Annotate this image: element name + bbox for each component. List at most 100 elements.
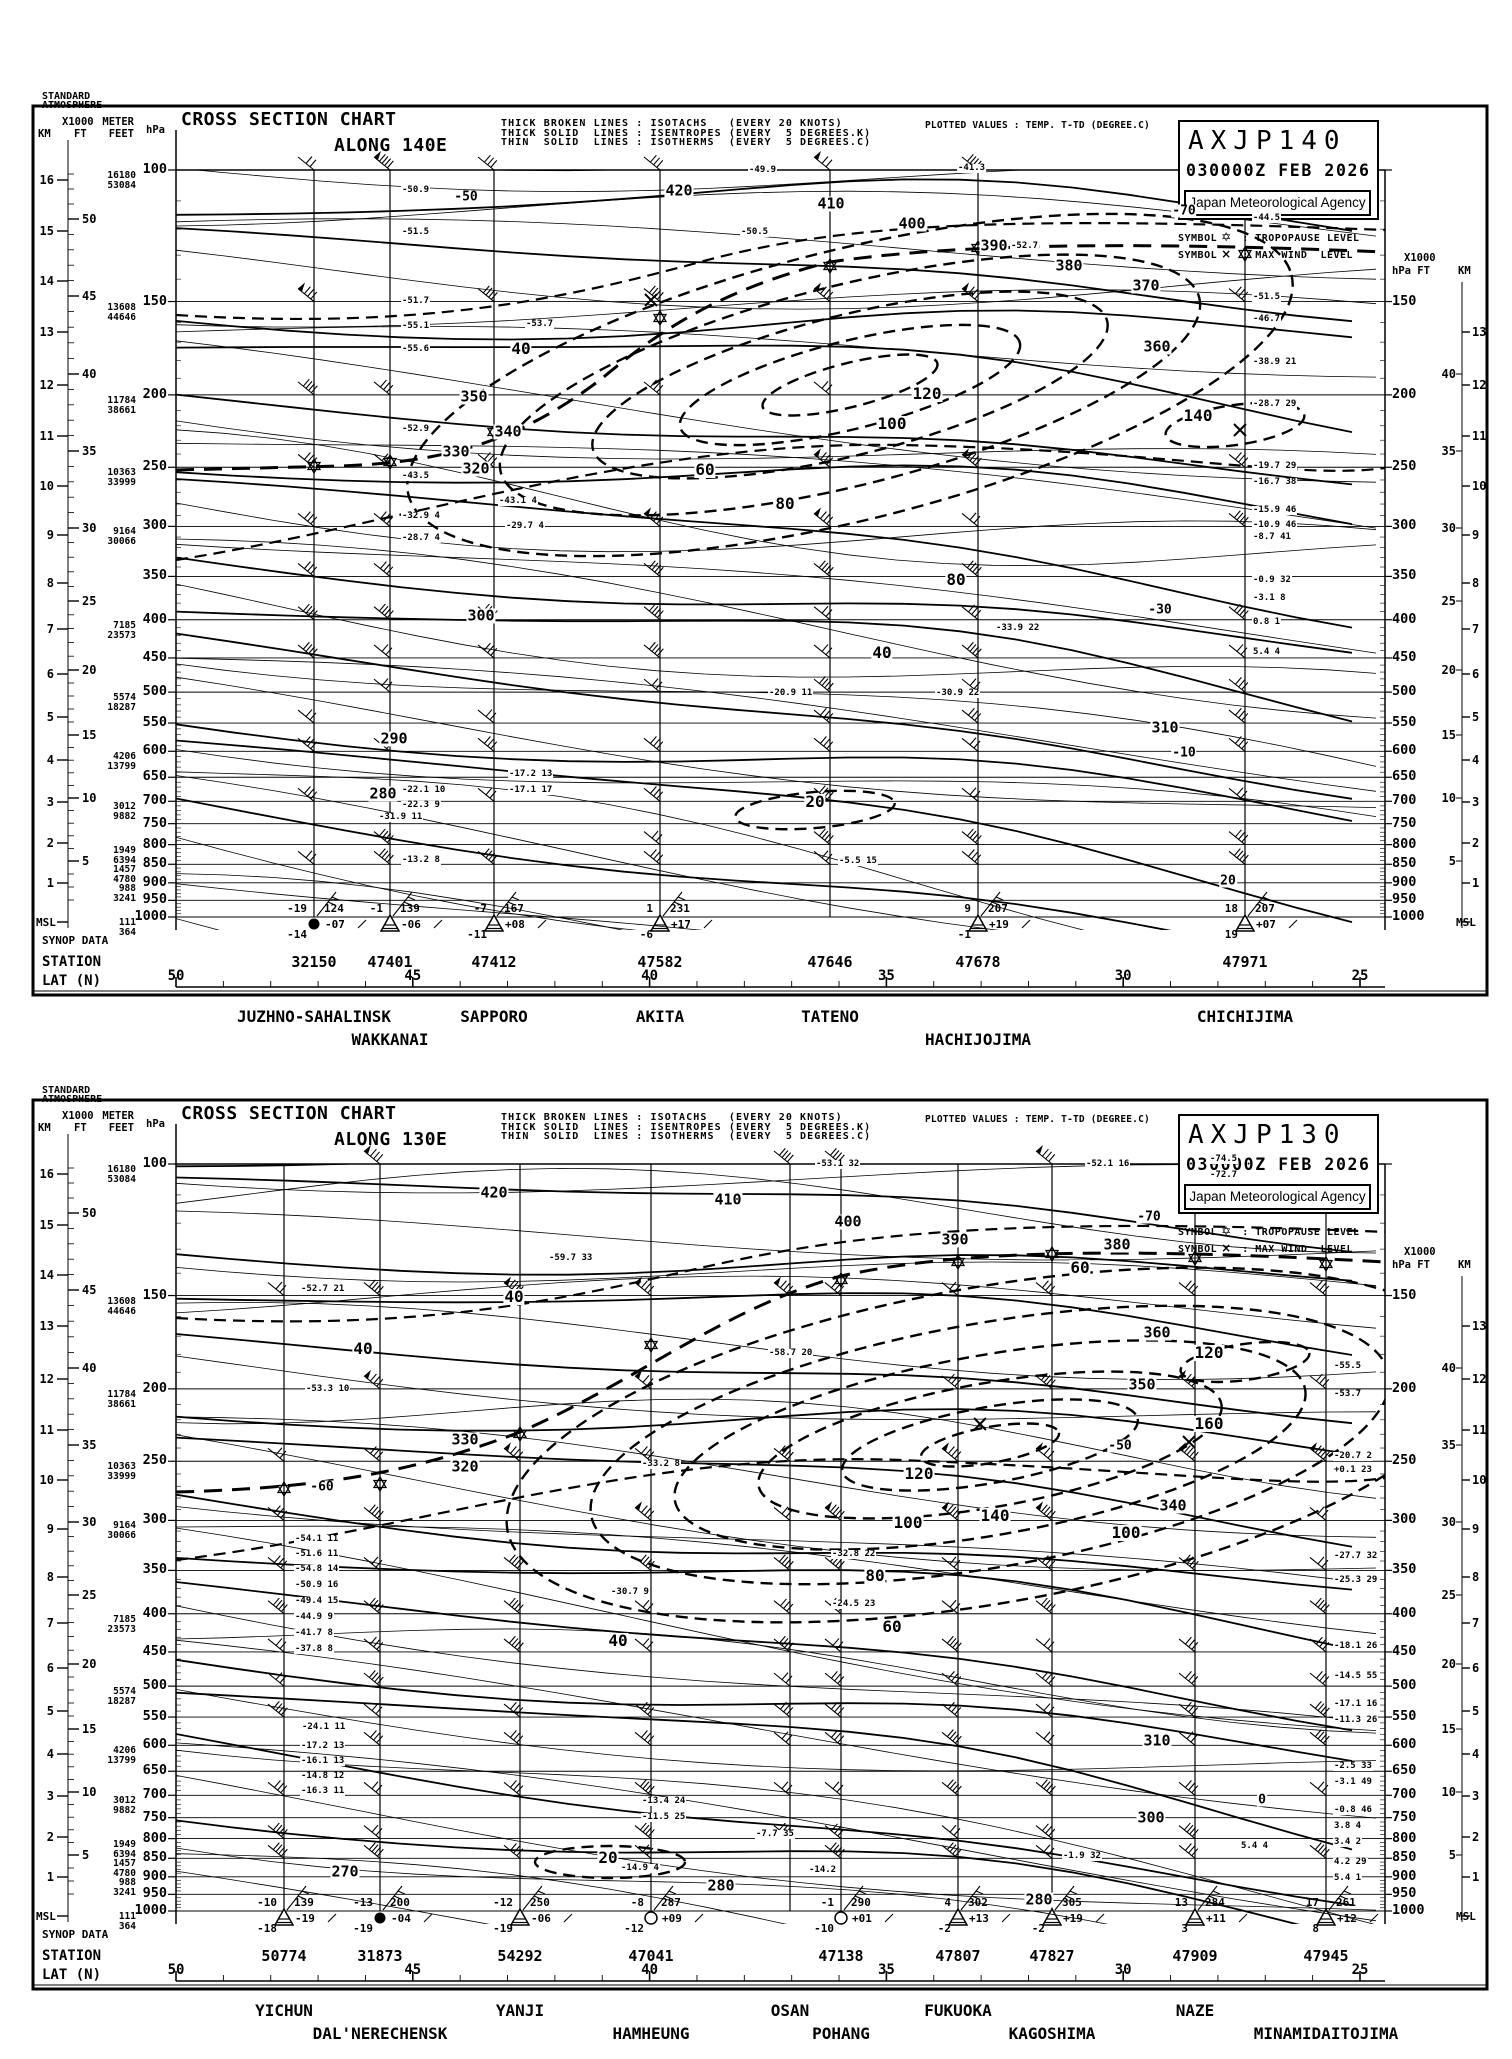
km-tick-label-right: 9 xyxy=(1472,1522,1480,1536)
synop-pressure: 167 xyxy=(504,902,524,915)
plotted-temp-value: -27.7 32 xyxy=(1333,1551,1379,1561)
max-wind-cross-icon xyxy=(644,293,658,307)
station-number: 47401 xyxy=(367,953,413,971)
synop-temp: -1 xyxy=(369,902,383,915)
axis-header-km: KM xyxy=(38,1122,51,1134)
station-number: 47945 xyxy=(1303,1947,1349,1965)
meter-value: 7185 xyxy=(113,619,136,631)
hpa-tick-label-left: 1000 xyxy=(134,908,167,924)
ft-tick-label-right: 15 xyxy=(1441,1722,1456,1736)
isotach-label: 20 xyxy=(804,792,826,811)
lat-tick-label: 25 xyxy=(1351,968,1369,984)
plotted-temp-value: -31.9 11 xyxy=(378,812,424,822)
feet-value: 30066 xyxy=(107,536,136,548)
axis-header-hpa: hPa xyxy=(146,124,165,136)
lat-tick-label: 45 xyxy=(404,968,422,984)
axis-header-km-right: KM xyxy=(1458,1259,1471,1271)
standard-atmosphere-label: ATMOSPHERE xyxy=(42,1094,103,1105)
km-tick-label-right: 3 xyxy=(1472,795,1480,809)
hpa-tick-label-right: 1000 xyxy=(1392,908,1425,924)
hpa-tick-label-left: 150 xyxy=(142,292,167,309)
plotted-temp-value: -8.7 41 xyxy=(1252,532,1292,542)
synop-temp: -19 xyxy=(287,902,307,915)
synop-dewpoint: -1 xyxy=(957,928,971,941)
bulletin-code: AXJP130 xyxy=(1188,1120,1347,1150)
meter-value: 5574 xyxy=(113,1686,136,1698)
hpa-tick-label-right: 800 xyxy=(1392,1829,1417,1846)
synop-tendency: +01 xyxy=(852,1912,872,1925)
synop-tendency: +19 xyxy=(1063,1912,1083,1925)
meter-value: 9164 xyxy=(113,1520,136,1532)
synop-pressure: 124 xyxy=(324,902,344,915)
synop-tendency: -06 xyxy=(531,1912,551,1925)
isotach-label: 40 xyxy=(352,1339,374,1358)
plotted-temp-value: -22.1 10 xyxy=(401,785,447,795)
tropopause-star-icon xyxy=(1187,1249,1203,1267)
hpa-tick-label-left: 600 xyxy=(142,742,167,759)
hpa-tick-label-left: 350 xyxy=(142,567,167,584)
axis-header-meter: METER xyxy=(102,116,134,128)
hpa-tick-label-right: 350 xyxy=(1392,567,1417,584)
km-tick-label: 1 xyxy=(46,876,54,890)
ft-tick-label: 5 xyxy=(82,1848,90,1862)
hpa-tick-label-right: 500 xyxy=(1392,683,1417,700)
hpa-tick-label-left: 600 xyxy=(142,1736,167,1753)
synop-data-label: SYNOP DATA xyxy=(42,1928,109,1941)
hpa-tick-label-right: 800 xyxy=(1392,835,1417,852)
synop-tendency: +11 xyxy=(1206,1912,1226,1925)
hpa-tick-label-right: 350 xyxy=(1392,1561,1417,1578)
tropopause-star-icon: ✡ xyxy=(1221,230,1232,244)
station-name: KAGOSHIMA xyxy=(1008,2024,1096,2043)
hpa-tick-label-right: 550 xyxy=(1392,714,1417,731)
plotted-temp-value: -44.9 9 xyxy=(294,1612,334,1622)
plotted-temp-value: -17.2 13 xyxy=(300,1741,346,1751)
feet-value: 23573 xyxy=(107,1623,136,1635)
hpa-tick-label-left: 100 xyxy=(142,1155,167,1171)
hpa-tick-label-right: 150 xyxy=(1392,292,1417,309)
hpa-tick-label-left: 950 xyxy=(142,891,167,908)
ft-tick-label-right: 5 xyxy=(1448,1848,1456,1862)
plotted-temp-value: -52.1 16 xyxy=(1085,1159,1131,1169)
plotted-temp-value: -14.8 12 xyxy=(300,1771,346,1781)
plotted-temp-value: -51.5 xyxy=(1252,292,1282,302)
synop-temp: -10 xyxy=(257,1896,277,1909)
hpa-tick-label-left: 900 xyxy=(142,1867,167,1884)
plotted-temp-value: -32.9 4 xyxy=(401,511,441,521)
meter-value: 1949 xyxy=(113,1838,136,1850)
symbol-label: : MAX WIND LEVEL xyxy=(1235,1244,1354,1255)
ft-tick-label-right: 35 xyxy=(1441,444,1456,458)
isotherm-label: -10 xyxy=(1171,745,1197,761)
plotted-temp-value: -0.8 46 xyxy=(1333,1805,1373,1815)
km-tick-label-right: 8 xyxy=(1472,1570,1480,1584)
hpa-tick-label-left: 850 xyxy=(142,1849,167,1866)
tropopause-star-icon xyxy=(306,457,322,475)
synop-dewpoint: 3 xyxy=(1181,1922,1188,1935)
lat-tick-label: 40 xyxy=(641,968,659,984)
plotted-temp-value: -11.3 26 xyxy=(1333,1715,1379,1725)
hpa-tick-label-left: 100 xyxy=(142,161,167,177)
plotted-temp-value: -58.7 20 xyxy=(768,1348,814,1358)
plotted-temp-value: 3.4 2 xyxy=(1333,1837,1363,1847)
isentrope-label: 410 xyxy=(816,194,846,213)
symbol-word: SYMBOL xyxy=(1178,233,1218,244)
plotted-temp-value: -20.9 11 xyxy=(768,688,814,698)
km-tick-label-right: 13 xyxy=(1472,1319,1487,1333)
synop-pressure: 139 xyxy=(294,1896,314,1909)
hpa-tick-label-left: 850 xyxy=(142,855,167,872)
hpa-tick-label-left: 450 xyxy=(142,648,167,665)
feet-value: 9882 xyxy=(113,1805,136,1817)
km-tick-label: 16 xyxy=(39,1167,54,1181)
km-tick-label: 5 xyxy=(46,1704,54,1718)
isotach-label: 140 xyxy=(1182,406,1214,425)
feet-value: 9882 xyxy=(113,811,136,823)
axis-header-km: KM xyxy=(38,128,51,140)
hpa-tick-label-left: 800 xyxy=(142,1829,167,1846)
plotted-temp-value: -28.7 4 xyxy=(401,533,441,543)
km-tick-label: 14 xyxy=(39,1268,54,1282)
plotted-temp-value: -13.4 24 xyxy=(641,1796,687,1806)
plotted-temp-value: -5.5 15 xyxy=(838,856,878,866)
synop-tendency: +08 xyxy=(505,918,525,931)
km-tick-label: 6 xyxy=(46,667,54,681)
station-row-label: STATION xyxy=(42,954,102,970)
